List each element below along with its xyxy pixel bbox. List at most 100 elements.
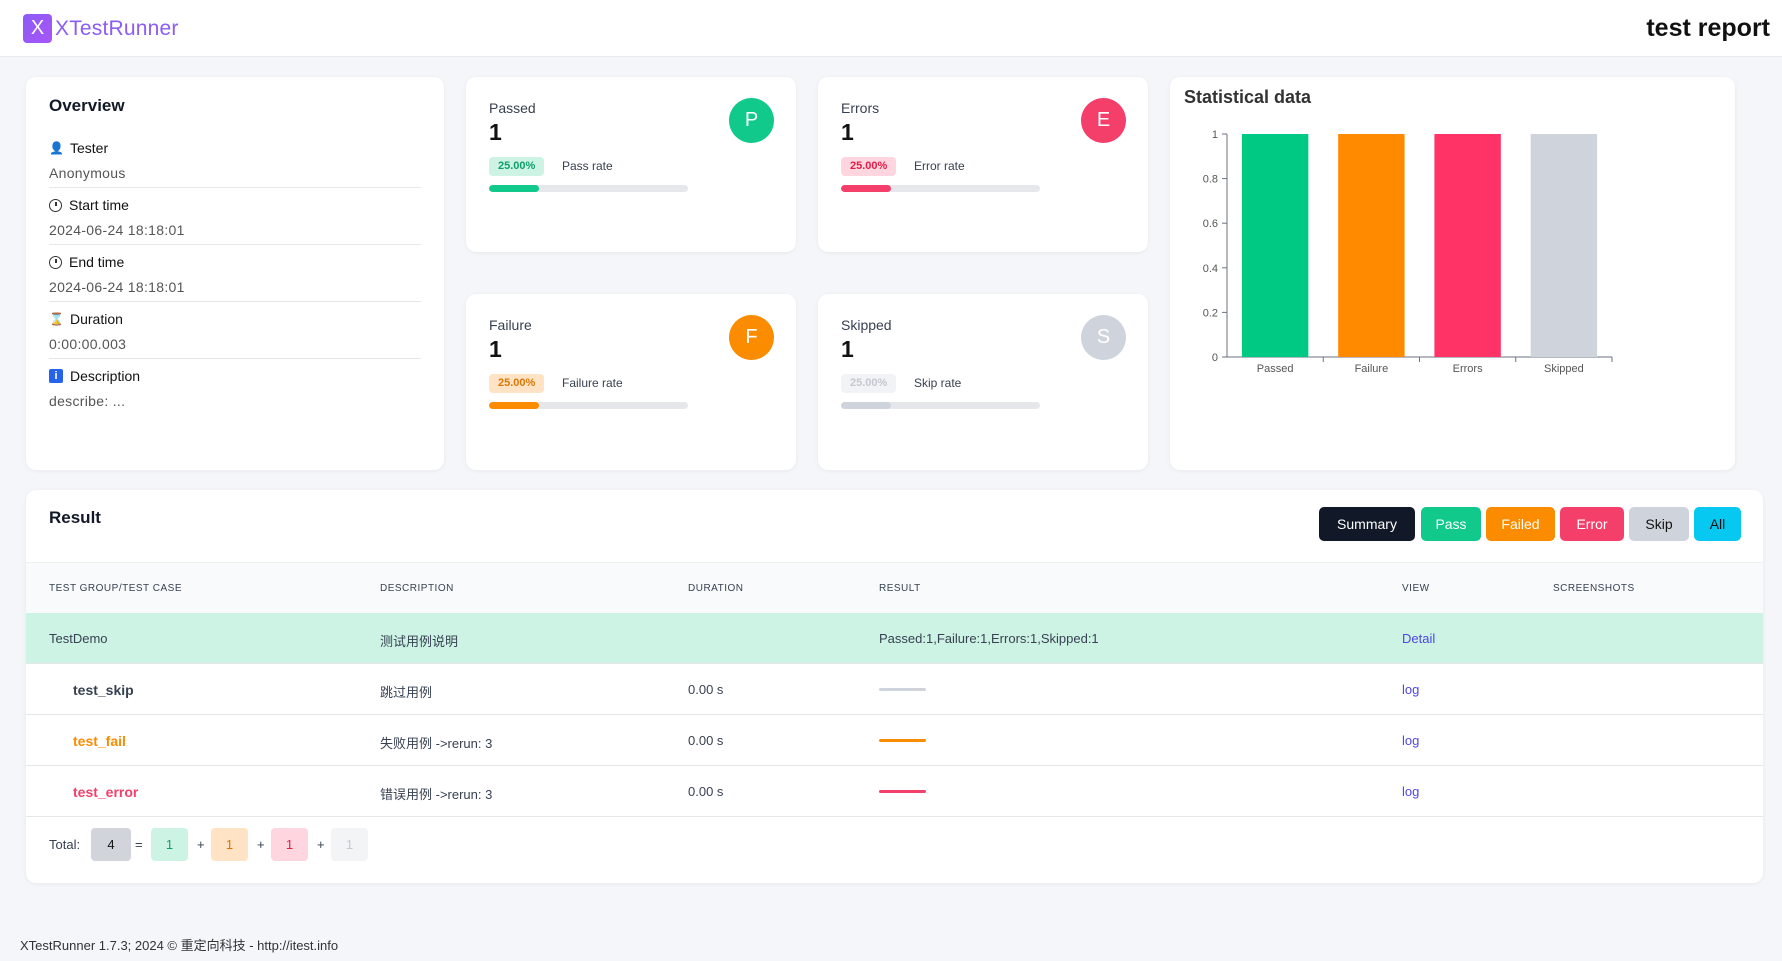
bar-chart: 0 0.2 0.4 0.6 0.8 1 Passed Failure Errors Skipped <box>1203 129 1613 375</box>
total-skip-box: 1 <box>331 828 368 861</box>
table-row: test_fail 失败用例 ->rerun: 3 0.00 s log <box>26 715 1763 766</box>
errors-card: Errors 1 E 25.00% Error rate <box>818 77 1148 252</box>
group-row[interactable]: TestDemo 测试用例说明 Passed:1,Failure:1,Error… <box>26 613 1763 664</box>
passed-rate-badge: 25.00% <box>489 157 545 176</box>
log-link[interactable]: log <box>1402 784 1420 799</box>
logo-icon: X <box>23 14 52 43</box>
errors-count: 1 <box>841 119 854 145</box>
result-title: Result <box>49 508 101 527</box>
passed-count: 1 <box>489 119 502 145</box>
bar <box>1434 134 1501 357</box>
result-status-line <box>879 739 926 742</box>
group-result: Passed:1,Failure:1,Errors:1,Skipped:1 <box>879 631 1099 646</box>
table-row: test_skip 跳过用例 0.00 s log <box>26 664 1763 715</box>
info-icon: i <box>49 369 63 383</box>
end-time-item: End time 2024-06-24 18:18:01 <box>49 254 421 302</box>
column-header: SCREENSHOTS <box>1553 583 1635 594</box>
bar <box>1241 134 1309 357</box>
total-pass-box: 1 <box>151 828 188 861</box>
y-tick-label: 1 <box>1212 129 1218 141</box>
app-name: XTestRunner <box>55 17 179 40</box>
errors-circle-icon: E <box>1081 98 1126 143</box>
clock-icon <box>49 255 62 269</box>
case-name: test_skip <box>73 682 134 698</box>
summary-filter-button[interactable]: Summary <box>1319 507 1415 541</box>
skipped-progress-bar <box>841 402 1040 409</box>
errors-progress-bar <box>841 185 1040 192</box>
overview-card: Overview 👤 Tester Anonymous Start time 20… <box>26 77 444 470</box>
overview-title: Overview <box>49 96 125 115</box>
bar <box>1530 134 1598 357</box>
case-description: 跳过用例 <box>380 685 433 700</box>
x-tick-label: Skipped <box>1544 363 1584 375</box>
duration-item: ⌛ Duration 0:00:00.003 <box>49 311 421 359</box>
result-status-line <box>879 790 926 793</box>
tester-item: 👤 Tester Anonymous <box>49 140 421 188</box>
errors-rate-label: Error rate <box>914 159 965 173</box>
report-title: test report <box>1646 14 1770 42</box>
description-label: Description <box>70 368 141 384</box>
y-tick-label: 0.2 <box>1203 307 1218 319</box>
plus-sign: + <box>257 837 265 852</box>
case-name: test_error <box>73 784 139 800</box>
y-tick-label: 0.8 <box>1203 174 1218 186</box>
detail-link[interactable]: Detail <box>1402 631 1436 646</box>
errors-rate-badge: 25.00% <box>841 157 897 176</box>
x-tick-label: Failure <box>1355 363 1389 375</box>
column-header: RESULT <box>879 583 921 594</box>
passed-circle-icon: P <box>729 98 774 143</box>
x-tick-label: Passed <box>1257 363 1294 375</box>
failure-rate-badge: 25.00% <box>489 374 545 393</box>
table-header: TEST GROUP/TEST CASE DESCRIPTION DURATIO… <box>26 562 1763 614</box>
column-header: DESCRIPTION <box>380 583 454 594</box>
plus-sign: + <box>317 837 325 852</box>
plus-sign: + <box>197 837 205 852</box>
passed-label: Passed <box>489 100 536 116</box>
failure-count: 1 <box>489 336 502 362</box>
total-fail-box: 1 <box>211 828 248 861</box>
passed-rate-label: Pass rate <box>562 159 613 173</box>
hourglass-icon: ⌛ <box>49 312 64 326</box>
skipped-label: Skipped <box>841 317 892 333</box>
duration-value: 0:00:00.003 <box>49 336 127 352</box>
total-error-box: 1 <box>271 828 308 861</box>
description-item: i Description describe: ... <box>49 368 421 409</box>
case-name: test_fail <box>73 733 126 749</box>
log-link[interactable]: log <box>1402 682 1420 697</box>
equals-sign: = <box>135 837 143 852</box>
skipped-rate-label: Skip rate <box>914 376 962 390</box>
start-time-item: Start time 2024-06-24 18:18:01 <box>49 197 421 245</box>
table-row: test_error 错误用例 ->rerun: 3 0.00 s log <box>26 766 1763 817</box>
all-filter-button[interactable]: All <box>1694 507 1741 541</box>
x-tick-label: Errors <box>1453 363 1483 375</box>
case-duration: 0.00 s <box>688 784 724 799</box>
end-time-value: 2024-06-24 18:18:01 <box>49 279 185 295</box>
clock-icon <box>49 198 62 212</box>
footer-text: XTestRunner 1.7.3; 2024 © 重定向科技 - http:/… <box>20 938 339 953</box>
failure-card: Failure 1 F 25.00% Failure rate <box>466 294 796 470</box>
user-icon: 👤 <box>49 141 64 155</box>
description-value: describe: ... <box>49 393 126 409</box>
column-header: TEST GROUP/TEST CASE <box>49 583 182 594</box>
failure-progress-bar <box>489 402 688 409</box>
case-duration: 0.00 s <box>688 682 724 697</box>
failure-rate-label: Failure rate <box>562 376 623 390</box>
start-time-label: Start time <box>69 197 129 213</box>
top-bar: X XTestRunner test report <box>0 0 1782 57</box>
log-link[interactable]: log <box>1402 733 1420 748</box>
y-tick-label: 0.6 <box>1203 218 1218 230</box>
total-all-box: 4 <box>91 828 131 861</box>
total-label: Total: <box>49 837 81 852</box>
case-description: 错误用例 ->rerun: 3 <box>380 787 493 802</box>
failure-label: Failure <box>489 317 532 333</box>
passed-progress-bar <box>489 185 688 192</box>
error-filter-button[interactable]: Error <box>1560 507 1624 541</box>
column-header: DURATION <box>688 583 744 594</box>
case-duration: 0.00 s <box>688 733 724 748</box>
failed-filter-button[interactable]: Failed <box>1486 507 1555 541</box>
tester-value: Anonymous <box>49 165 126 181</box>
skip-filter-button[interactable]: Skip <box>1629 507 1689 541</box>
pass-filter-button[interactable]: Pass <box>1421 507 1481 541</box>
skipped-count: 1 <box>841 336 854 362</box>
skipped-rate-badge: 25.00% <box>841 374 897 393</box>
